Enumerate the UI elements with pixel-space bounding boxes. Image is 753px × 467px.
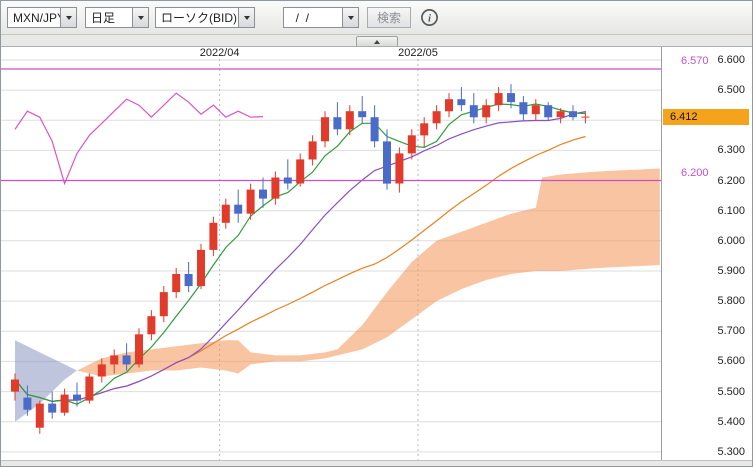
chart-canvas — [1, 59, 661, 460]
price-axis-label: 5.500 — [717, 385, 745, 398]
trendline-price-label: 6.570 — [681, 55, 709, 67]
price-axis-label: 6.500 — [717, 84, 745, 97]
current-price-badge: 6.412 — [663, 108, 749, 125]
search-button[interactable]: 検索 — [367, 7, 412, 28]
window-bottom-strip — [1, 460, 752, 466]
symbol-dropdown-button[interactable] — [60, 8, 76, 27]
price-type-select[interactable]: ローソク(BID) — [155, 7, 255, 28]
price-axis-label: 6.200 — [717, 174, 745, 187]
x-axis-label: 2022/04 — [197, 47, 242, 59]
price-axis-label: 5.600 — [717, 355, 745, 368]
svg-text:i: i — [427, 13, 431, 25]
symbol-select[interactable]: MXN/JPY — [7, 7, 77, 28]
chevron-down-icon — [65, 15, 72, 20]
price-axis-label: 6.300 — [717, 144, 745, 157]
chevron-up-icon — [373, 39, 380, 44]
info-button[interactable]: i — [419, 8, 439, 28]
x-axis-label: 2022/05 — [396, 47, 440, 59]
candlestick-chart[interactable]: 2022/04 2022/05 — [1, 47, 662, 460]
timeframe-value: 日足 — [91, 11, 116, 25]
info-icon: i — [420, 9, 438, 26]
chevron-down-icon — [137, 15, 144, 20]
price-axis-label: 5.700 — [717, 325, 745, 338]
price-type-dropdown-button[interactable] — [238, 8, 254, 27]
date-dropdown-button[interactable] — [342, 8, 358, 27]
timeframe-dropdown-button[interactable] — [132, 8, 148, 27]
price-type-value: ローソク(BID) — [161, 11, 237, 25]
price-axis: 6.6006.5006.4006.3006.2006.1006.0005.900… — [662, 47, 752, 460]
timeframe-select[interactable]: 日足 — [85, 7, 149, 28]
price-axis-label: 6.000 — [717, 234, 745, 247]
price-axis-label: 5.400 — [717, 415, 745, 428]
collapse-panel-button[interactable] — [355, 36, 398, 46]
trendline-price-label: 6.200 — [681, 166, 709, 179]
date-value: / / — [289, 10, 310, 25]
price-axis-label: 6.100 — [717, 204, 745, 217]
panel-collapse-strip — [1, 35, 752, 47]
date-select[interactable]: / / — [283, 7, 359, 28]
price-axis-label: 5.300 — [717, 445, 745, 458]
chevron-down-icon — [347, 15, 354, 20]
price-axis-label: 6.600 — [717, 53, 745, 66]
symbol-value: MXN/JPY — [13, 10, 66, 25]
chevron-down-icon — [243, 15, 250, 20]
price-axis-label: 5.800 — [717, 295, 745, 308]
price-axis-label: 5.900 — [717, 264, 745, 277]
toolbar: MXN/JPY 日足 ローソク(BID) / / 検索 i — [1, 1, 752, 35]
